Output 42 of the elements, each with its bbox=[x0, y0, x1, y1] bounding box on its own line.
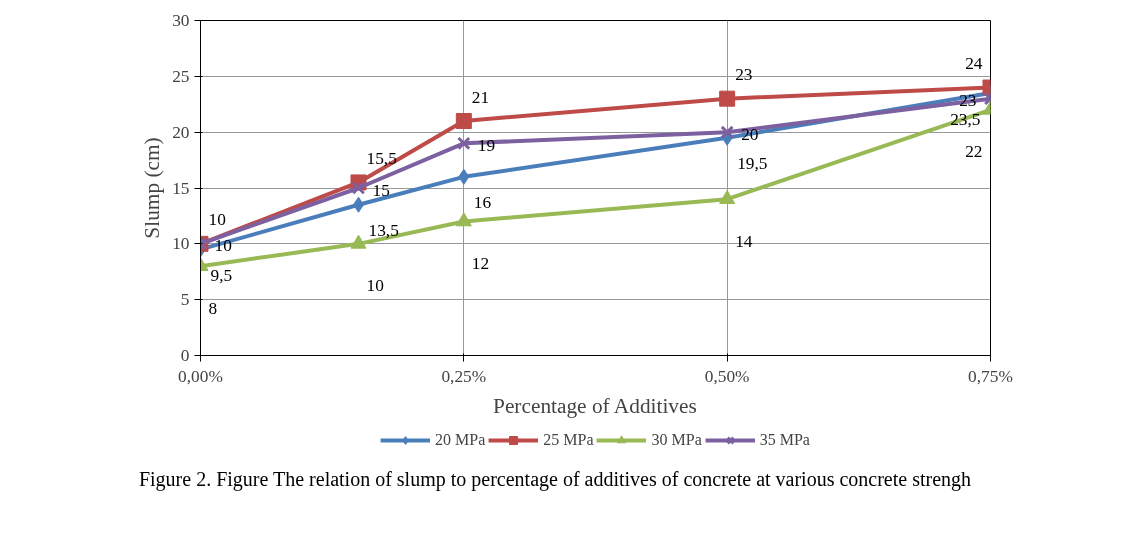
data-label: 16 bbox=[473, 193, 492, 213]
legend-label: 30 MPa bbox=[651, 431, 702, 449]
y-tick-label: 0 bbox=[180, 346, 190, 365]
data-label: 14 bbox=[735, 231, 753, 251]
data-label: 8 bbox=[208, 298, 218, 318]
point bbox=[719, 190, 736, 204]
data-label: 10 bbox=[208, 210, 226, 230]
legend-label: 20 MPa bbox=[435, 431, 486, 449]
x-tick-label: 0,00% bbox=[178, 366, 223, 386]
y-tick-label: 15 bbox=[172, 178, 190, 198]
x-axis-title: Percentage of Additives bbox=[493, 393, 697, 418]
y-tick-label: 5 bbox=[180, 290, 190, 310]
data-label: 12 bbox=[471, 254, 490, 273]
point bbox=[455, 113, 472, 129]
point bbox=[350, 234, 367, 249]
y-tick-label: 30 bbox=[172, 11, 190, 30]
data-label: 21 bbox=[471, 87, 490, 107]
y-tick-label: 25 bbox=[172, 66, 190, 86]
point bbox=[455, 212, 472, 227]
data-label: 15 bbox=[372, 180, 390, 200]
data-label: 23 bbox=[735, 65, 753, 85]
legend-label: 35 MPa bbox=[759, 431, 810, 449]
legend-label: 25 MPa bbox=[543, 431, 594, 449]
x-tick-label: 0,25% bbox=[441, 366, 487, 386]
caption: Figure 2. Figure The relation of slump to percentage of additives of concrete at various concrete strengh bbox=[138, 467, 972, 493]
data-label: 15,5 bbox=[366, 148, 397, 168]
data-label: 9,5 bbox=[210, 265, 233, 285]
data-label: 24 bbox=[965, 54, 983, 73]
x-tick-label: 0,75% bbox=[968, 366, 1013, 386]
x-tick-label: 0,50% bbox=[704, 366, 750, 386]
point bbox=[719, 90, 736, 107]
data-label: 10 bbox=[366, 276, 384, 296]
y-tick-label: 20 bbox=[172, 122, 190, 142]
data-label: 22 bbox=[965, 142, 983, 162]
point bbox=[351, 181, 366, 195]
y-axis-title: Slump (cm) bbox=[140, 137, 165, 239]
point bbox=[457, 136, 471, 151]
point bbox=[458, 168, 470, 185]
y-tick-label: 10 bbox=[172, 234, 190, 254]
point bbox=[720, 125, 734, 139]
data-label: 13,5 bbox=[368, 221, 399, 241]
data-label: 19,5 bbox=[737, 154, 768, 174]
